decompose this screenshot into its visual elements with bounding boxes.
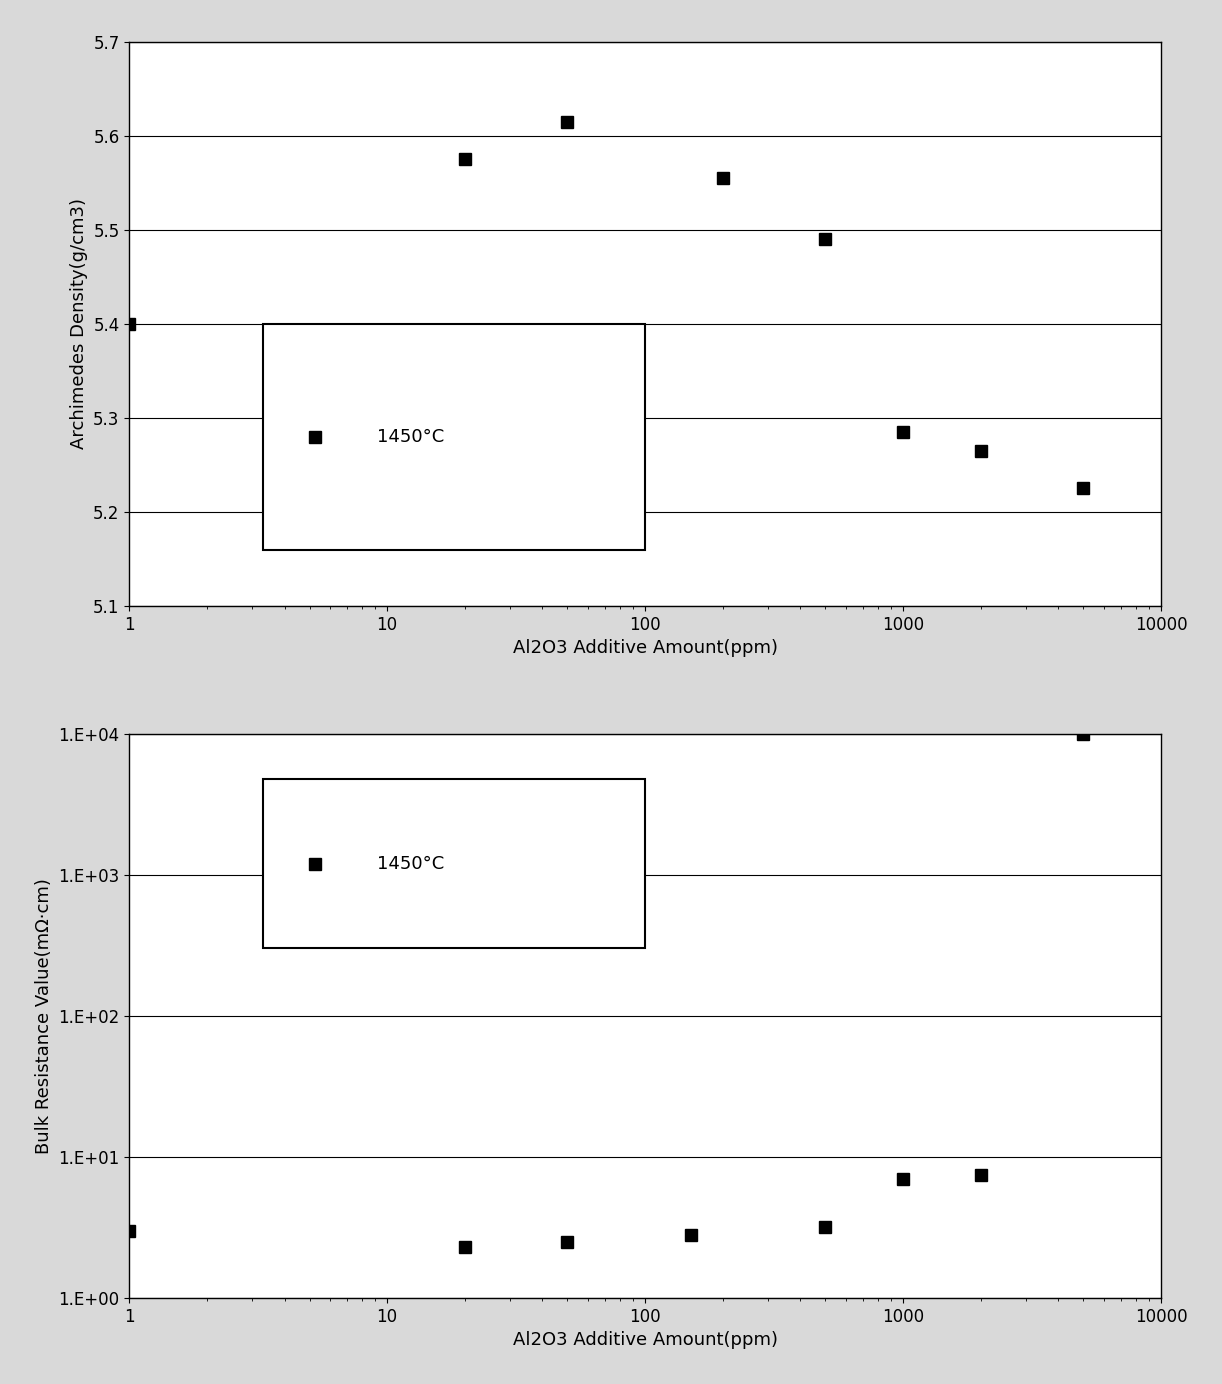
Y-axis label: Bulk Resistance Value(mΩ·cm): Bulk Resistance Value(mΩ·cm) — [34, 877, 53, 1154]
Y-axis label: Archimedes Density(g/cm3): Archimedes Density(g/cm3) — [70, 198, 88, 450]
Text: 1450°C: 1450°C — [376, 428, 444, 446]
Text: 1450°C: 1450°C — [376, 854, 444, 872]
X-axis label: Al2O3 Additive Amount(ppm): Al2O3 Additive Amount(ppm) — [512, 639, 777, 657]
X-axis label: Al2O3 Additive Amount(ppm): Al2O3 Additive Amount(ppm) — [512, 1331, 777, 1349]
Bar — [264, 324, 645, 549]
Bar — [264, 779, 645, 948]
